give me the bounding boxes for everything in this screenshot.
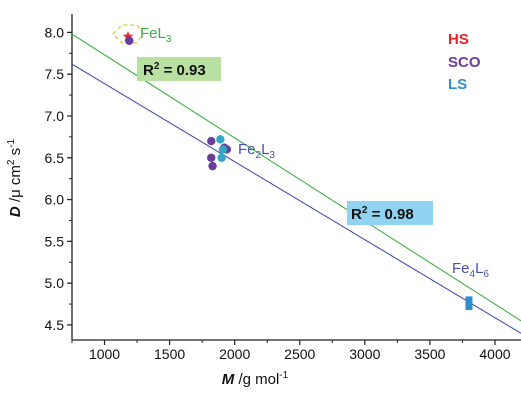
y-tick-label: 5.0 (45, 275, 65, 291)
x-tick-label: 3000 (349, 346, 380, 362)
data-point-ls (216, 135, 225, 144)
r2-label-blue-text: R2 = 0.98 (351, 205, 414, 223)
y-axis-label: D /μ cm2 s-1 (6, 139, 24, 218)
axes (71, 14, 521, 341)
data-point-ls-fe4l6 (465, 296, 473, 304)
x-axis-label: M /g mol-1 (222, 370, 289, 388)
x-tick-label: 4000 (479, 346, 510, 362)
fel3-highlight-hexagon (112, 24, 144, 44)
y-tick-label: 6.0 (45, 192, 65, 208)
y-tick-label: 6.5 (45, 150, 65, 166)
data-point-ls (218, 145, 228, 154)
r2-label-green-text: R2 = 0.93 (143, 61, 206, 79)
x-tick-label: 1500 (154, 346, 185, 362)
x-tick-label: 3500 (414, 346, 445, 362)
data-point-hs (122, 31, 134, 41)
y-tick-label: 8.0 (45, 24, 65, 40)
r2-label-blue-bg (347, 201, 433, 225)
data-point-sco (207, 153, 216, 162)
legend: HS SCO LS (448, 31, 481, 93)
x-ticks: 1000 1500 2000 2500 3000 3500 4000 (71, 340, 511, 362)
data-point-ls-fe4l6 (465, 303, 473, 311)
data-point-ls (217, 153, 226, 162)
legend-sco: SCO (448, 54, 481, 71)
y-tick-label: 7.0 (45, 108, 65, 124)
x-tick-label: 2000 (219, 346, 250, 362)
y-tick-label: 4.5 (45, 317, 65, 333)
y-ticks: 4.5 5.0 5.5 6.0 6.5 7.0 7.5 8.0 (45, 24, 72, 333)
x-tick-label: 1000 (89, 346, 120, 362)
r2-label-blue: R2 = 0.98 (347, 201, 433, 225)
fit-line-blue (72, 63, 521, 334)
data-point-sco (207, 136, 216, 146)
annotation-fel3: FeL3 (140, 25, 172, 45)
x-tick-label: 2500 (284, 346, 315, 362)
annotation-fe4l6: Fe4L6 (452, 260, 489, 280)
r2-label-green: R2 = 0.93 (137, 57, 221, 81)
annotation-fe2l3: Fe2L3 (238, 141, 275, 161)
legend-ls: LS (448, 76, 467, 93)
y-tick-label: 7.5 (45, 66, 65, 82)
data-point-sco (208, 161, 217, 171)
fit-lines (72, 33, 521, 334)
data-point-sco (125, 36, 134, 45)
data-points (122, 31, 473, 311)
fit-line-green (72, 33, 521, 322)
y-tick-label: 5.5 (45, 233, 65, 249)
legend-hs: HS (448, 31, 469, 48)
r2-label-green-bg (137, 57, 221, 81)
